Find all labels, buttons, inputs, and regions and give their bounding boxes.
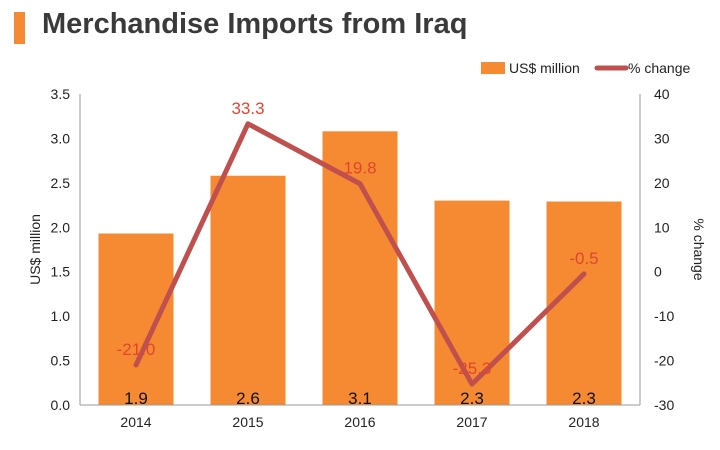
y-left-tick-label: 0.0 [51,397,71,413]
page-title: Merchandise Imports from Iraq [42,8,468,40]
line-series [133,121,587,387]
y-left-tick-label: 2.5 [51,175,71,191]
plot-area: 0.0 0.5 1.0 1.5 2.0 2.5 3.0 3.5 -30 -20 -10 0 10 20 30… [27,60,707,430]
x-tick-label: 2014 [120,414,151,430]
y-right-tick-label: 30 [654,130,670,146]
x-tick-label: 2015 [232,414,263,430]
y-left-tick-label: 3.0 [51,130,71,146]
y-right-tick-label: -20 [654,353,674,369]
legend-line-label: % change [628,60,690,76]
y-right-tick-label: 20 [654,175,670,191]
line-value-label: -25.3 [453,359,492,378]
y-right-tick-label: -30 [654,397,674,413]
y-left-axis-title: US$ million [27,214,43,285]
line-value-label: -21.0 [117,340,156,359]
x-tick-label: 2016 [344,414,375,430]
y-right-tick-label: -10 [654,308,674,324]
bar [322,131,398,405]
bar-value-label: 1.9 [124,389,148,408]
y-left-tick-label: 3.5 [51,86,71,102]
title-accent-bar [14,12,25,44]
x-tick-label: 2017 [456,414,487,430]
x-tick-label: 2018 [568,414,599,430]
y-right-tick-label: 0 [654,264,662,280]
legend-bar-swatch [481,62,505,74]
y-left-tick-label: 1.5 [51,264,71,280]
bar-value-label: 2.6 [236,389,260,408]
y-left-tick-label: 1.0 [51,308,71,324]
bar [98,233,174,405]
y-right-axis-title: % change [691,218,707,280]
bar-value-label: 3.1 [348,389,372,408]
bar [434,200,510,405]
line-value-label: 19.8 [343,159,376,178]
bar-value-label: 2.3 [572,389,596,408]
line-value-label: -0.5 [569,249,598,268]
bar [210,175,286,405]
bar [546,201,622,405]
y-right-tick-label: 10 [654,219,670,235]
line-value-label: 33.3 [231,99,264,118]
bar-value-label: 2.3 [460,389,484,408]
y-right-tick-label: 40 [654,86,670,102]
y-left-tick-label: 0.5 [51,353,71,369]
y-left-tick-label: 2.0 [51,219,71,235]
legend-bar-label: US$ million [509,60,580,76]
